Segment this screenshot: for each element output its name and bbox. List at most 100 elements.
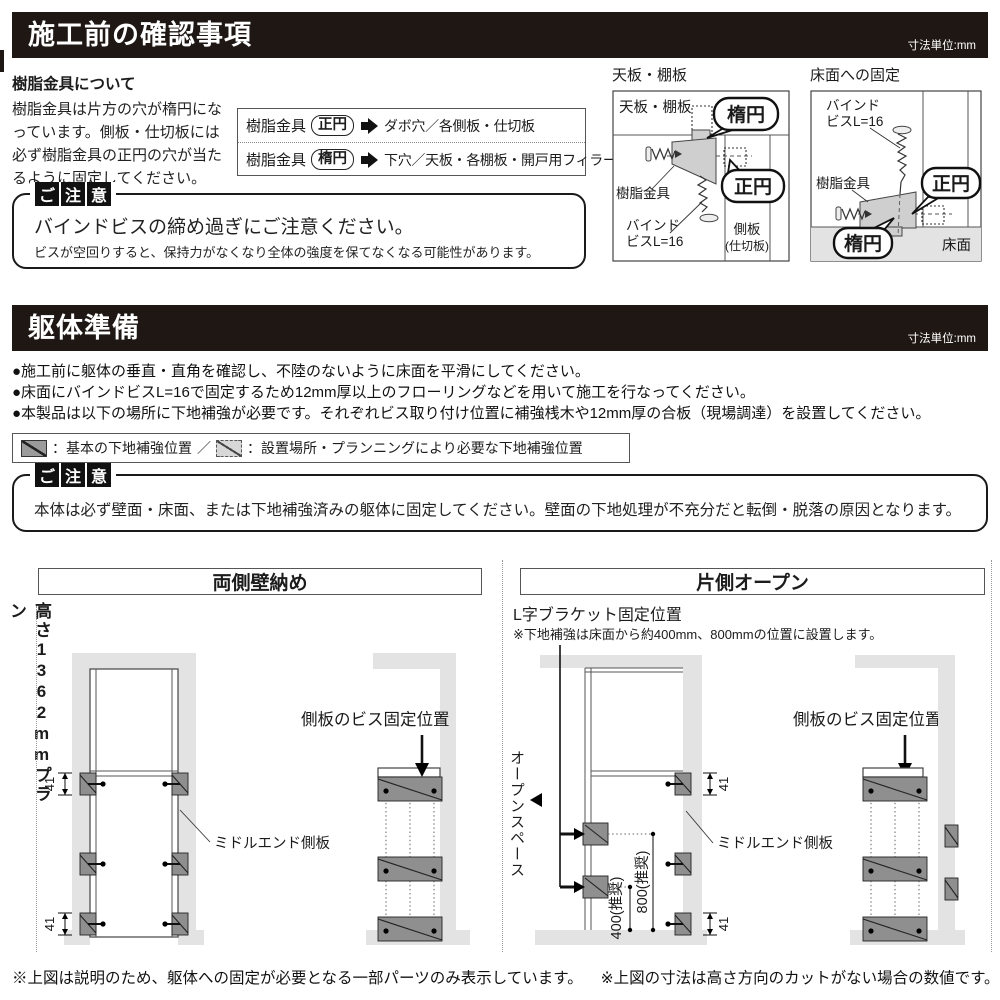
circle-bubble: 正円 [720,158,786,204]
fittings-table: 樹脂金具 正円 ダボ穴／各側板・仕切板 樹脂金具 楕円 下穴／天板・各棚板・開戸… [237,108,631,176]
bullet-item: ●本製品は以下の場所に下地補強が必要です。それぞれビス取り付け位置に補強桟木や1… [12,405,931,422]
dimension-41: 41 [703,912,731,936]
bind-screw-horizontal [835,206,872,221]
caution-char: 意 [87,182,111,206]
fittings-body: 樹脂金具は片方の穴が楕円になっています。側板・仕切板には必ず樹脂金具の正円の穴が… [12,101,223,187]
svg-text:楕円: 楕円 [727,103,765,126]
bracket-leader [559,645,585,893]
svg-text:400(推奨): 400(推奨) [608,877,625,940]
bullet-item: ●施工前に躯体の垂直・直角を確認し、不陸のないように床面を平滑にしてください。 [12,363,590,380]
fixing-block [79,912,106,936]
svg-text:41: 41 [716,777,731,791]
screw-label: バインド [626,218,680,233]
fixing-block [79,852,106,876]
detail-shelf [862,767,924,778]
reinforcement-bar [377,856,443,882]
fitting-label: 樹脂金具 [816,176,870,191]
open-space-label: オープンスペース [508,750,525,878]
reinforcement-bar [862,856,928,882]
screw-label: バインド [826,98,880,113]
l-bracket-block [582,822,609,846]
fixing-block [79,772,106,796]
fitting-target: 下穴／天板・各棚板・開戸用フィラー材 [384,151,631,168]
fixing-block [665,852,692,876]
plan-right-title: 片側オープン [520,568,985,595]
dimension-800: 800(推奨) [608,831,656,933]
section1-title: 施工前の確認事項 [28,20,252,50]
fixing-block [162,912,189,936]
caution-label: ご 注 意 [30,463,116,487]
plan-both-walls-diagram: 41 41 ミドルエンド側板 側板のビス固定位置 [42,653,470,945]
detail-right-wall [440,653,456,945]
dimension-41: 41 [42,772,72,796]
diagram-top-panel: 天板・棚板 楕円 正円 樹脂金具 バインド ビス [612,90,790,262]
section1-header-bar: 施工前の確認事項 寸法単位:mm [12,12,988,58]
screw-label: ビスL=16 [826,114,883,129]
legend-label-2: ：設置場所・プランニングにより必要な下地補強位置 [247,440,583,456]
reinforcement-bar [862,916,928,942]
bracket-reinforcement-block [944,877,959,901]
detail-top-wall [855,655,950,668]
panel-label: 天板・棚板 [619,98,692,116]
fittings-heading: 樹脂金具について [12,76,136,93]
diagram-top-panel-title: 天板・棚板 [612,67,688,84]
detail-shelf [377,767,441,778]
fitting-target: ダボ穴／各側板・仕切板 [384,117,535,134]
caution-char: 注 [61,182,85,206]
fixing-block [665,912,692,936]
reinforcement-legend: ：基本の下地補強位置 ／ ：設置場所・プランニングにより必要な下地補強位置 [12,433,630,463]
hole-pill: 楕円 [311,149,355,170]
reinforcement-bar [862,776,928,802]
svg-text:41: 41 [716,917,731,931]
caution-char: ご [35,463,59,487]
arrow-right-icon [361,117,379,134]
bullet-item: ●床面にバインドビスL=16で固定するため12mm厚以上のフローリングなどを用い… [12,384,755,401]
l-bracket-block [582,875,609,899]
caution-text-sub: ビスが空回りすると、保持力がなくなり全体の強度を保てなくなる可能性があります。 [34,245,540,260]
dimension-41: 41 [42,912,72,936]
svg-text:800(推奨): 800(推奨) [634,851,651,914]
side-panel-label: (仕切板) [725,239,769,253]
leader-line [179,809,211,843]
leader-line [869,127,901,149]
svg-text:41: 41 [42,777,57,791]
section2-title: 躯体準備 [28,313,140,343]
caution-label: ご 注 意 [30,182,116,206]
resin-fitting [859,191,917,237]
hole-pill: 正円 [311,115,355,136]
footnote-2: ※上図の寸法は高さ方向のカットがない場合の数値です。 [600,970,1000,987]
plan-one-side-open-diagram: 41 41 800(推奨) 400(推奨) [530,645,965,945]
fitting-name: 樹脂金具 [246,118,307,135]
bind-screw-diagonal [696,175,719,223]
leader-line [851,189,869,203]
legend-separator: ／ [197,440,211,456]
ellipse-bubble: 楕円 [706,96,780,139]
caution-char: 注 [61,463,85,487]
svg-text:正円: 正円 [932,174,970,195]
table-row: 樹脂金具 楕円 下穴／天板・各棚板・開戸用フィラー材 [238,143,631,176]
dimension-41: 41 [703,772,731,796]
screw-position-label: 側板のビス固定位置 [301,710,450,729]
fixing-block [665,772,692,796]
left-wall [64,653,90,945]
diagram-floor-fixing: バインド ビスL=16 樹脂金具 正円 楕円 床面 [810,90,982,262]
caution-text-main: 本体は必ず壁面・床面、または下地補強済みの躯体に固定してください。壁面の下地処理… [34,502,962,519]
diagram-floor-title: 床面への固定 [810,67,901,84]
bracket-note: ※下地補強は床面から約400mm、800mmの位置に設置します。 [513,627,883,642]
page-edge-mark [0,50,4,72]
section1-unit-label: 寸法単位:mm [907,40,976,52]
ellipse-bubble: 楕円 [832,217,895,260]
plan-left-title: 両側壁納め [38,568,482,595]
top-wall [72,653,196,669]
bracket-heading: L字ブラケット固定位置 [513,607,682,624]
svg-text:正円: 正円 [734,177,772,198]
reinforcement-bar [377,776,443,802]
plan-guide-line [36,606,37,952]
floor-label: 床面 [942,237,971,254]
bind-screw-vertical [892,125,912,237]
caution-text-main: バインドビスの締め過ぎにご注意ください。 [34,217,414,238]
bind-screw-horizontal [645,146,682,162]
side-panel-label: 側板 [734,222,762,237]
circle-bubble: 正円 [911,166,982,215]
arrow-right-icon [361,151,379,168]
